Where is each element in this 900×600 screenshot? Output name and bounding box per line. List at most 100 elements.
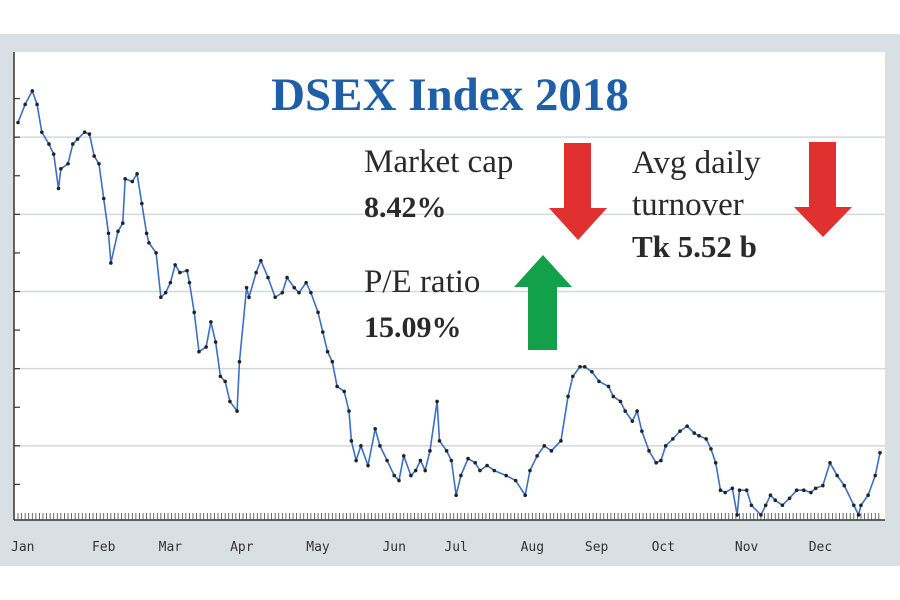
data-point [647,449,651,453]
data-point [106,231,111,236]
data-point [297,290,301,295]
data-point [640,429,644,433]
data-point [366,463,370,468]
data-point [82,130,87,134]
data-point [342,389,347,394]
month-label-may: May [306,540,330,555]
data-point [773,498,778,503]
data-point [542,444,547,448]
data-point [856,513,861,517]
month-label-jul: Jul [444,540,467,555]
data-point [266,275,270,280]
data-point [35,102,39,107]
data-point [697,434,701,438]
data-point [478,468,482,473]
data-point [304,280,308,285]
data-point [454,493,458,498]
data-point [859,503,863,508]
pe-annotation: P/E ratio 15.09% [364,262,480,348]
data-point [309,290,313,295]
data-point [392,473,397,478]
data-point [259,258,263,263]
data-point [730,486,735,491]
data-point [409,473,413,478]
data-point [492,468,497,473]
data-point [768,493,773,498]
data-point [528,468,532,473]
data-point [466,456,470,461]
data-point [444,449,449,453]
data-point [378,444,382,448]
data-point [185,268,189,273]
data-point [285,275,289,280]
data-point [154,251,158,255]
data-point [197,349,201,354]
data-point [809,490,813,495]
data-point [794,488,799,493]
market-cap-label: Market cap [364,144,514,180]
month-label-oct: Oct [652,540,675,555]
data-point [435,399,439,404]
data-point [685,424,689,428]
data-point [735,513,739,517]
turnover-label-1: Avg daily [632,145,761,181]
data-point [247,295,251,300]
data-point [385,458,389,463]
data-point [549,449,554,453]
data-point [437,439,442,443]
data-point [56,186,61,191]
data-point [51,152,56,156]
data-point [192,310,197,315]
data-point [787,496,792,501]
data-point [23,102,27,107]
month-label-nov: Nov [735,540,759,555]
data-point [802,488,806,493]
data-point [135,172,139,176]
data-point [663,444,668,448]
chart-title: DSEX Index 2018 [271,69,629,121]
data-point [718,488,723,493]
turnover-annotation: Avg daily turnover Tk 5.52 b [632,142,761,268]
data-point [325,349,330,354]
data-point [763,503,768,508]
data-point [401,454,406,458]
market-cap-annotation: Market cap 8.42% [364,142,513,228]
data-point [173,263,177,267]
turnover-label-2: turnover [632,187,744,223]
data-point [842,483,847,488]
data-point [571,374,575,379]
turnover-down-arrow-icon [794,142,852,237]
data-point [759,513,763,517]
data-point [101,196,106,201]
data-point [109,261,113,265]
data-point [223,379,227,384]
data-point [423,468,427,473]
data-point [280,290,285,295]
data-point [418,458,423,463]
data-point [852,503,856,508]
data-point [780,503,785,508]
data-point [828,461,832,465]
data-point [535,454,539,458]
data-point [213,340,218,344]
data-point [428,449,432,453]
data-point [66,161,70,166]
data-point [130,179,135,184]
data-point [147,241,151,245]
data-point [209,320,213,324]
data-point [359,444,363,448]
month-label-dec: Dec [809,540,832,555]
data-point [30,89,35,93]
data-point [866,493,870,498]
data-point [597,379,601,384]
data-point [397,478,401,483]
data-point [75,137,80,141]
data-point [16,120,20,125]
pe-up-arrow-icon [514,255,572,350]
turnover-value: Tk 5.52 b [632,229,757,264]
data-point [292,285,297,290]
data-point [659,458,663,463]
data-point [120,221,125,226]
data-point [618,399,623,404]
